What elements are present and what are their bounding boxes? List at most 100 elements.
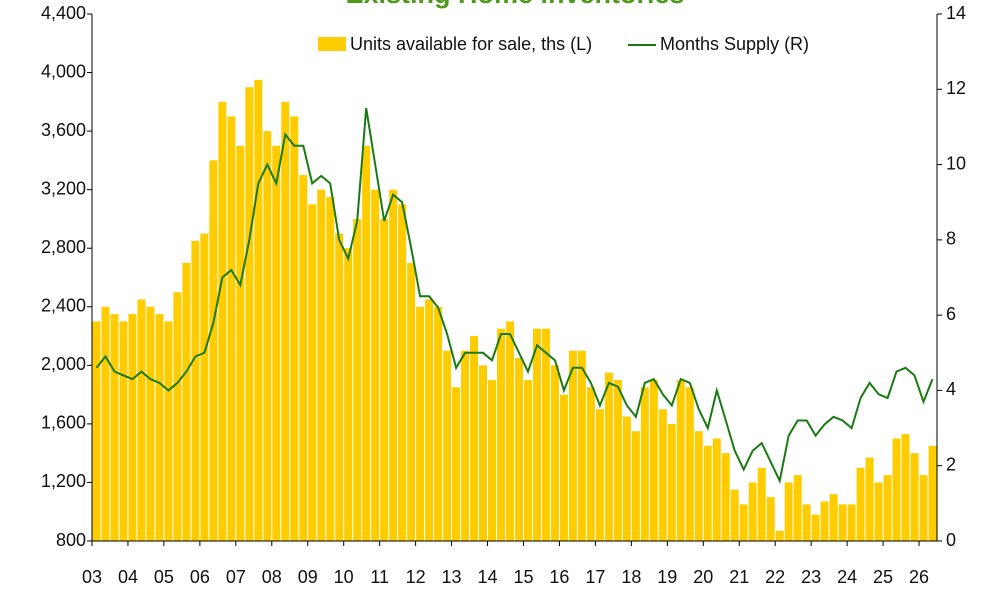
x-tick-label: 20 [693,567,713,587]
legend-label: Units available for sale, ths (L) [350,34,592,54]
bar [461,350,470,541]
bar [811,514,820,541]
bar [685,387,694,541]
bar [452,387,461,541]
bar [506,321,514,541]
bar [865,457,874,541]
bar [200,233,209,542]
bar [775,530,784,541]
bar [568,350,577,541]
x-tick-label: 03 [82,567,102,587]
y2-tick-label: 12 [946,78,966,98]
bar [155,314,164,541]
x-tick-label: 12 [406,567,426,587]
bar [613,379,622,541]
bar [631,431,640,541]
bar [838,504,847,541]
bar [173,292,182,541]
bar [847,504,856,541]
bar [874,482,883,541]
x-tick-label: 21 [729,567,749,587]
bar [928,445,937,541]
bar [541,328,550,541]
bar [793,475,802,541]
bar [362,145,371,541]
bar [389,189,398,541]
bar [856,467,865,541]
bar [380,218,389,541]
bar [910,453,919,541]
chart-title: Existing Home Inventories [345,0,684,9]
bar [218,101,227,541]
bar [308,204,317,542]
bar [721,453,730,541]
x-tick-label: 25 [873,567,893,587]
bar [290,116,299,541]
bar [497,328,506,541]
x-tick-label: 11 [370,567,389,587]
bar [191,240,200,541]
bar [676,379,685,541]
y2-tick-label: 10 [946,153,966,173]
y-tick-label: 4,000 [41,61,86,81]
bar [434,306,443,541]
bar [164,321,173,541]
y-tick-label: 2,800 [41,237,86,257]
bar [748,482,757,541]
x-tick-label: 19 [657,567,677,587]
bar [532,328,541,541]
bar [739,504,748,541]
legend-label: Months Supply (R) [660,34,809,54]
bar [119,321,128,541]
bar [227,116,236,541]
legend-swatch [318,37,346,51]
bar [137,299,146,541]
bar [703,445,712,541]
x-tick-label: 26 [909,567,929,587]
bar [595,409,604,541]
x-tick-label: 06 [190,567,210,587]
bar [272,145,281,541]
bar [479,365,488,541]
x-tick-label: 10 [334,567,354,587]
bar [488,379,497,541]
x-tick-label: 14 [478,567,498,587]
x-tick-label: 22 [765,567,785,587]
y-tick-label: 3,600 [41,120,86,140]
bar [523,379,532,541]
bar [353,218,362,541]
bar [892,438,901,541]
x-tick-label: 17 [585,567,605,587]
bar [901,434,910,541]
y2-tick-label: 2 [946,454,956,474]
bar [802,504,811,541]
bar [604,372,613,541]
bar [470,336,479,541]
bar [182,262,191,541]
bar [766,497,775,541]
bar [326,196,335,541]
x-tick-label: 18 [621,567,641,587]
bar [550,365,559,541]
y-tick-label: 4,400 [41,3,86,23]
bar [101,306,110,541]
bar [820,501,829,541]
y2-tick-label: 14 [946,3,966,23]
y2-tick-label: 4 [946,379,956,399]
bar [559,394,568,541]
bar [694,431,703,541]
y-tick-label: 3,200 [41,178,86,198]
bar [146,306,155,541]
y-tick-label: 2,400 [41,296,86,316]
bar [443,350,452,541]
y-tick-label: 2,000 [41,354,86,374]
bar [110,314,119,541]
y-tick-label: 1,600 [41,413,86,433]
y2-tick-label: 8 [946,229,956,249]
bar [425,299,434,541]
line [95,107,934,484]
bar [209,160,218,541]
x-tick-label: 09 [298,567,318,587]
bar [128,314,137,541]
